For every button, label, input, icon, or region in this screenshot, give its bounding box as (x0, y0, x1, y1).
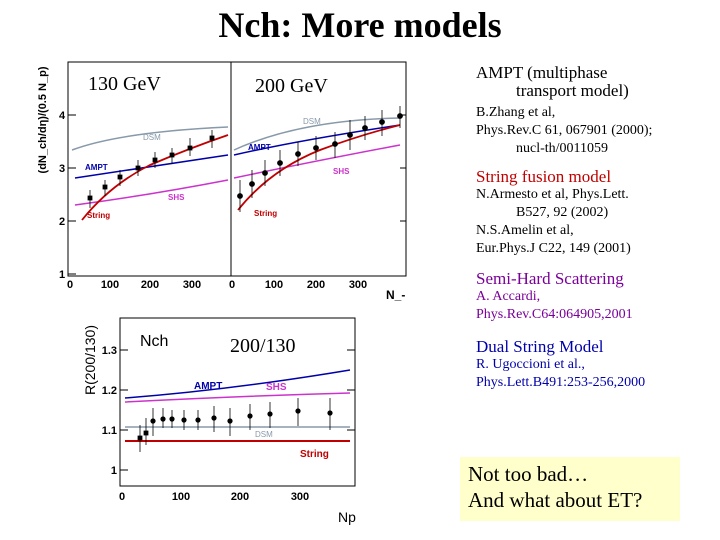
right-string-curve (237, 124, 401, 211)
bottom-ampt-label: AMPT (194, 381, 222, 392)
energy-130: 130 GeV (88, 73, 161, 95)
top-left-xtick-0: 0 (67, 279, 73, 291)
left-string-label: String (87, 211, 110, 220)
right-string-label: String (254, 209, 277, 218)
model-shs-ref-1: A. Accardi, (476, 289, 541, 304)
top-ytick-4: 4 (59, 110, 66, 122)
top-ytick-3: 3 (59, 163, 65, 175)
bottom-panel: 1 1.1 1.2 1.3 0 100 200 300 R(200/130) N… (82, 317, 356, 525)
top-right-xtick-200: 200 (307, 279, 325, 291)
model-string-ref-2: B527, 92 (2002) (516, 205, 609, 220)
slide-title: Nch: More models (218, 5, 502, 45)
model-ampt-title-2: transport model) (516, 81, 629, 100)
bottom-corner-label: Nch (140, 333, 168, 350)
bottom-xtick-100: 100 (172, 491, 190, 503)
top-left-xtick-100: 100 (101, 279, 119, 291)
bottom-ylabel: R(200/130) (82, 325, 98, 395)
left-shs-curve (74, 179, 229, 206)
model-ampt-title: AMPT (multiphase (476, 63, 608, 82)
right-data-points (237, 106, 403, 212)
bottom-ytick-1: 1 (111, 465, 117, 477)
bottom-ytick-1.2: 1.2 (102, 385, 117, 397)
right-dsm-label: DSM (303, 117, 321, 126)
left-data-points (87, 130, 215, 208)
bottom-xtick-200: 200 (231, 491, 249, 503)
bottom-ytick-1.3: 1.3 (102, 345, 117, 357)
model-string-ref-3: N.S.Amelin et al, (476, 223, 574, 238)
model-shs-ref-2: Phys.Rev.C64:064905,2001 (476, 307, 633, 322)
model-string: String fusion model N.Armesto et al, Phy… (476, 168, 716, 258)
right-shs-label: SHS (333, 167, 350, 176)
bottom-ytick-1.1: 1.1 (102, 425, 117, 437)
right-dsm-curve (233, 117, 401, 151)
note-line-2: And what about ET? (468, 488, 643, 512)
model-dsm-ref-1: R. Ugoccioni et al., (476, 357, 585, 372)
bottom-xtick-300: 300 (291, 491, 309, 503)
top-right-frame (230, 61, 407, 277)
model-string-ref-1: N.Armesto et al, Phys.Lett. (476, 187, 629, 202)
top-right-xtick-300: 300 (349, 279, 367, 291)
left-string-curve (81, 134, 229, 221)
model-ampt-ref-3: nucl-th/0011059 (516, 141, 609, 156)
bottom-frame (119, 317, 356, 487)
note-box: Not too bad… And what about ET? (460, 457, 680, 521)
right-ampt-curve (233, 124, 401, 156)
model-shs: Semi-Hard Scattering A. Accardi, Phys.Re… (476, 270, 716, 324)
model-dsm: Dual String Model R. Ugoccioni et al., P… (476, 338, 716, 392)
left-ampt-label: AMPT (85, 163, 108, 172)
model-shs-title: Semi-Hard Scattering (476, 269, 624, 288)
bottom-ampt-curve (124, 369, 351, 399)
top-right-xtick-0: 0 (229, 279, 235, 291)
left-dsm-label: DSM (143, 133, 161, 142)
bottom-xlabel: Np (338, 509, 356, 525)
note-line-1: Not too bad… (468, 462, 589, 486)
bottom-xtick-0: 0 (119, 491, 125, 503)
model-string-title: String fusion model (476, 167, 612, 186)
model-dsm-title: Dual String Model (476, 337, 604, 356)
model-string-ref-4: Eur.Phys.J C22, 149 (2001) (476, 241, 631, 256)
model-ampt: AMPT (multiphase transport model) B.Zhan… (476, 64, 716, 158)
left-dsm-curve (71, 126, 229, 151)
model-ampt-ref-1: B.Zhang et al, (476, 105, 556, 120)
bottom-shs-curve (124, 392, 351, 403)
top-left-xtick-200: 200 (141, 279, 159, 291)
right-ampt-label: AMPT (248, 143, 271, 152)
energy-200: 200 GeV (255, 75, 328, 97)
model-ampt-ref-2: Phys.Rev.C 61, 067901 (2000); (476, 123, 653, 138)
top-left-xtick-300: 300 (183, 279, 201, 291)
bottom-dsm-label: DSM (255, 430, 273, 439)
bottom-data-points (137, 398, 333, 452)
left-shs-label: SHS (168, 193, 185, 202)
model-dsm-ref-2: Phys.Lett.B491:253-256,2000 (476, 375, 646, 390)
model-list: AMPT (multiphase transport model) B.Zhan… (476, 64, 716, 392)
ratio-label: 200/130 (230, 335, 296, 357)
top-ylabel: (dN_ch/dη)/(0.5 N_p) (37, 66, 49, 173)
top-xlabel: N_- (386, 288, 405, 302)
bottom-shs-label: SHS (266, 382, 287, 393)
top-panel: 1 2 3 4 0 100 200 300 0 100 200 300 (dN_… (37, 61, 407, 302)
top-right-xtick-100: 100 (265, 279, 283, 291)
top-ytick-2: 2 (59, 216, 65, 228)
bottom-string-label: String (300, 449, 329, 460)
top-ytick-1: 1 (59, 269, 65, 281)
